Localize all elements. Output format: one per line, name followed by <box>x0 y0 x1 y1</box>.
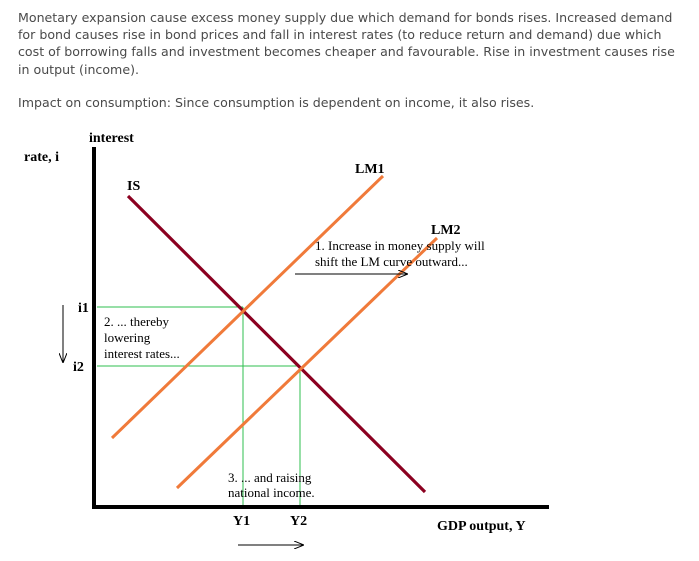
lm2-label: LM2 <box>431 223 461 238</box>
y-axis-label-rate: rate, i <box>24 150 59 165</box>
lm1-label: LM1 <box>355 162 385 177</box>
y-axis-label-interest: interest <box>89 131 134 146</box>
y1-label: Y1 <box>233 514 250 529</box>
i2-label: i2 <box>73 360 84 375</box>
is-curve <box>126 194 427 494</box>
annotation-step2-line3: interest rates... <box>104 346 180 361</box>
annotation-step3-line1: 3. ... and raising <box>228 470 312 485</box>
lm2-curve <box>175 236 439 490</box>
is-label: IS <box>127 179 140 194</box>
lm1-curve <box>110 174 385 440</box>
annotation-step2-line1: 2. ... thereby <box>104 314 169 329</box>
annotation-step1-line1: 1. Increase in money supply will <box>315 238 485 253</box>
annotation-step2-line2: lowering <box>104 330 151 345</box>
i1-label: i1 <box>78 301 89 316</box>
y2-label: Y2 <box>290 514 307 529</box>
annotation-step3-line2: national income. <box>228 485 315 500</box>
consumption-paragraph: Impact on consumption: Since consumption… <box>18 95 535 110</box>
x-axis-label: GDP output, Y <box>437 519 526 534</box>
explanation-paragraph: Monetary expansion cause excess money su… <box>18 10 675 77</box>
annotation-step1-line2: shift the LM curve outward... <box>315 254 468 269</box>
